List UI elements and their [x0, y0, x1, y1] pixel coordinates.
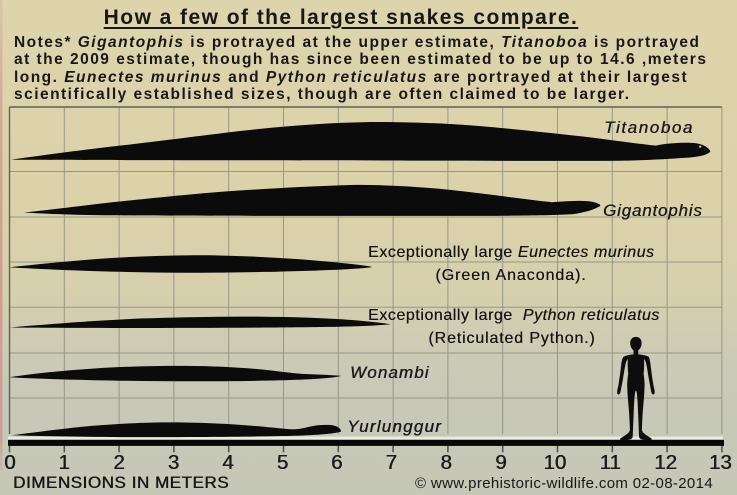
svg-text:7: 7: [385, 451, 396, 474]
svg-text:9: 9: [495, 451, 506, 474]
svg-text:1: 1: [58, 451, 69, 474]
svg-text:5: 5: [277, 451, 288, 474]
svg-text:2: 2: [113, 451, 124, 474]
svg-text:0: 0: [4, 451, 15, 474]
svg-text:10: 10: [543, 451, 566, 474]
svg-text:8: 8: [440, 451, 451, 474]
svg-text:13: 13: [709, 451, 732, 474]
svg-text:6: 6: [331, 451, 342, 474]
svg-text:4: 4: [222, 451, 233, 474]
svg-text:12: 12: [654, 451, 677, 474]
svg-text:3: 3: [168, 451, 179, 474]
svg-text:11: 11: [600, 451, 621, 474]
